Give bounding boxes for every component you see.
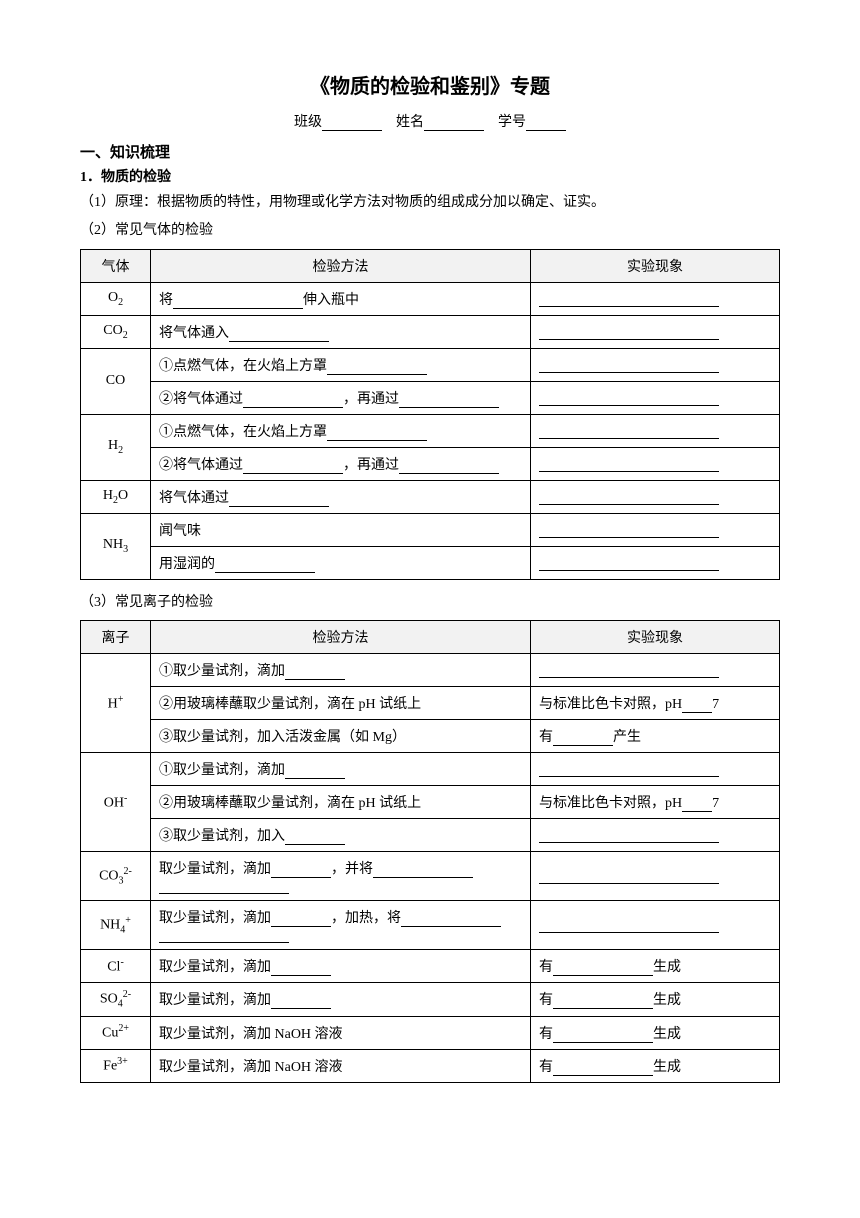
table-row: Cl- 取少量试剂，滴加 有生成	[81, 950, 780, 983]
number-label: 学号	[498, 115, 526, 130]
gas-test-intro: （2）常见气体的检验	[80, 220, 780, 242]
table-row: H2 ①点燃气体，在火焰上方罩	[81, 414, 780, 447]
ion-test-table: 离子 检验方法 实验现象 H+ ①取少量试剂，滴加 ②用玻璃棒蘸取少量试剂，滴在…	[80, 620, 780, 1082]
section-header-1: 一、知识梳理	[80, 141, 780, 162]
page-title: 《物质的检验和鉴别》专题	[80, 70, 780, 99]
table-row: H2O 将气体通过	[81, 480, 780, 513]
table-row: Cu2+ 取少量试剂，滴加 NaOH 溶液 有生成	[81, 1016, 780, 1049]
th-method: 检验方法	[151, 621, 531, 654]
table-row: NH3 闻气味	[81, 513, 780, 546]
table-row: CO ①点燃气体，在火焰上方罩	[81, 348, 780, 381]
sub-header-1: 1．物质的检验	[80, 166, 780, 186]
table-row: 用湿润的	[81, 546, 780, 579]
table-row: ②将气体通过，再通过	[81, 381, 780, 414]
table-row: O2 将伸入瓶中	[81, 282, 780, 315]
th-result: 实验现象	[531, 249, 780, 282]
table-row: NH4+ 取少量试剂，滴加，加热，将	[81, 901, 780, 950]
gas-test-table: 气体 检验方法 实验现象 O2 将伸入瓶中 CO2 将气体通入 CO ①点燃气体…	[80, 249, 780, 580]
ion-test-intro: （3）常见离子的检验	[80, 592, 780, 614]
th-result: 实验现象	[531, 621, 780, 654]
principle-para: （1）原理：根据物质的特性，用物理或化学方法对物质的组成成分加以确定、证实。	[80, 192, 780, 214]
table-row: ②用玻璃棒蘸取少量试剂，滴在 pH 试纸上 与标准比色卡对照，pH7	[81, 687, 780, 720]
student-info-line: 班级 姓名 学号	[80, 111, 780, 131]
class-label: 班级	[294, 115, 322, 130]
table-row: ③取少量试剂，加入	[81, 819, 780, 852]
table-row: OH- ①取少量试剂，滴加	[81, 753, 780, 786]
table-row: ②用玻璃棒蘸取少量试剂，滴在 pH 试纸上 与标准比色卡对照，pH7	[81, 786, 780, 819]
table-row: ③取少量试剂，加入活泼金属（如 Mg） 有产生	[81, 720, 780, 753]
th-ion: 离子	[81, 621, 151, 654]
th-gas: 气体	[81, 249, 151, 282]
table-row: CO2 将气体通入	[81, 315, 780, 348]
table-row: H+ ①取少量试剂，滴加	[81, 654, 780, 687]
th-method: 检验方法	[151, 249, 531, 282]
table-row: SO42- 取少量试剂，滴加 有生成	[81, 983, 780, 1016]
table-row: CO32- 取少量试剂，滴加，并将	[81, 852, 780, 901]
table-row: ②将气体通过，再通过	[81, 447, 780, 480]
name-label: 姓名	[396, 115, 424, 130]
table-row: Fe3+ 取少量试剂，滴加 NaOH 溶液 有生成	[81, 1049, 780, 1082]
